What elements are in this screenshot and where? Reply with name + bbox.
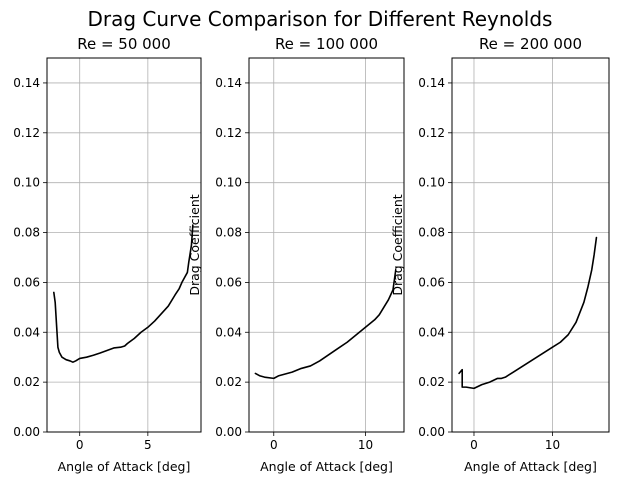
subplot-grid: 0 5 0.00 0.02 0.04 0.06 0.08 0.10 0.12 0.14 Re = 5… — [13, 35, 610, 474]
y-tick-label: 0.02 — [418, 375, 445, 389]
y-tick-label: 0.10 — [215, 176, 242, 190]
subplot-3: 0 10 0.00 0.02 0.04 0.06 0.08 0.10 0.12 0.14 Re = … — [390, 35, 610, 474]
figure-title: Drag Curve Comparison for Different Reyn… — [88, 7, 553, 31]
y-tick-label: 0.00 — [13, 425, 40, 439]
y-tick-label: 0.12 — [215, 126, 242, 140]
y-tick-label: 0.00 — [215, 425, 242, 439]
y-tick-label: 0.08 — [215, 226, 242, 240]
x-axis-label: Angle of Attack [deg] — [464, 459, 597, 474]
y-tick-label: 0.14 — [215, 76, 242, 90]
subplot-title: Re = 200 000 — [479, 35, 582, 53]
x-tick-label: 0 — [470, 438, 478, 452]
y-tick-label: 0.04 — [13, 325, 40, 339]
y-tick-label: 0.08 — [418, 226, 445, 240]
y-tick-label: 0.06 — [215, 275, 242, 289]
series-line — [254, 269, 397, 380]
subplot-title: Re = 100 000 — [275, 35, 378, 53]
x-tick-label: 0 — [270, 438, 278, 452]
y-tick-label: 0.12 — [13, 126, 40, 140]
y-axis-label: Drag Coefficient — [390, 194, 405, 295]
y-tick-label: 0.14 — [13, 76, 40, 90]
y-axis-label: Drag Coefficient — [187, 194, 202, 295]
y-tick-label: 0.02 — [215, 375, 242, 389]
y-tick-label: 0.06 — [418, 275, 445, 289]
plot-frame — [248, 57, 405, 433]
series-line — [53, 224, 194, 363]
y-tick-label: 0.06 — [13, 275, 40, 289]
y-tick-label: 0.14 — [418, 76, 445, 90]
y-tick-label: 0.02 — [13, 375, 40, 389]
plot-frame — [46, 57, 202, 433]
subplot-2: 0 10 0.00 0.02 0.04 0.06 0.08 0.10 0.12 0.14 Re = … — [187, 35, 405, 474]
plot-frame — [451, 57, 610, 433]
y-tick-label: 0.10 — [13, 176, 40, 190]
y-tick-label: 0.04 — [215, 325, 242, 339]
x-axis-label: Angle of Attack [deg] — [260, 459, 393, 474]
y-tick-label: 0.10 — [418, 176, 445, 190]
series-line — [458, 236, 598, 390]
x-tick-label: 0 — [76, 438, 84, 452]
x-axis-label: Angle of Attack [deg] — [58, 459, 191, 474]
x-tick-label: 5 — [144, 438, 152, 452]
subplot-title: Re = 50 000 — [77, 35, 171, 53]
subplot-1: 0 5 0.00 0.02 0.04 0.06 0.08 0.10 0.12 0.14 Re = 5… — [13, 35, 202, 474]
y-tick-label: 0.04 — [418, 325, 445, 339]
y-tick-label: 0.08 — [13, 226, 40, 240]
x-tick-label: 10 — [358, 438, 373, 452]
x-tick-label: 10 — [545, 438, 560, 452]
y-tick-label: 0.00 — [418, 425, 445, 439]
y-tick-label: 0.12 — [418, 126, 445, 140]
